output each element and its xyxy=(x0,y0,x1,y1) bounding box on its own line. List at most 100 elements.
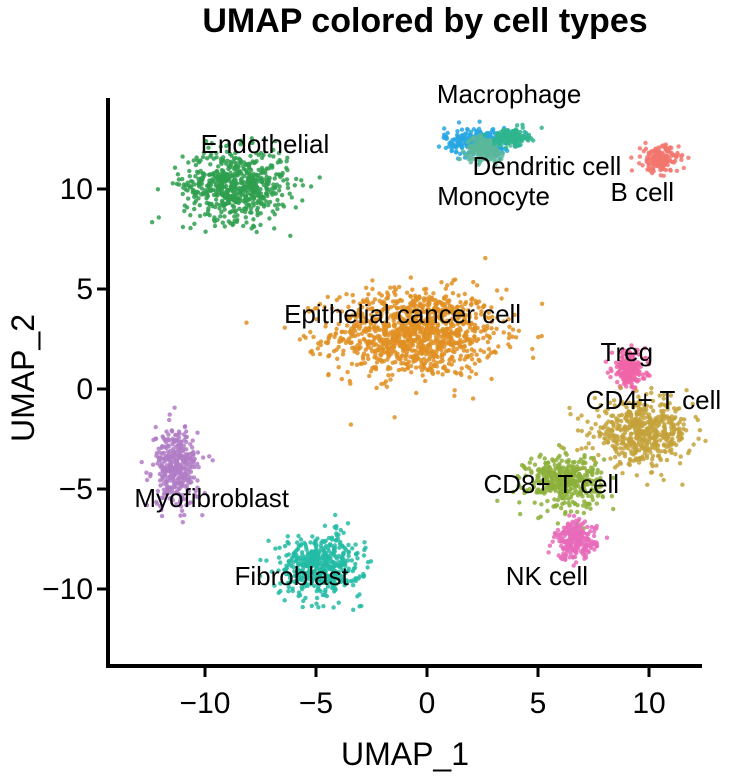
cell-point xyxy=(501,330,506,335)
cell-point xyxy=(644,159,650,164)
cell-point xyxy=(410,287,415,292)
cell-point xyxy=(373,365,378,371)
cell-point xyxy=(213,197,219,202)
cell-point xyxy=(409,363,414,369)
cell-point xyxy=(474,352,479,357)
cell-point xyxy=(415,308,420,313)
cell-point xyxy=(333,526,339,531)
cell-point xyxy=(275,206,280,212)
cell-point xyxy=(344,323,350,328)
cell-point xyxy=(326,354,331,359)
cell-point xyxy=(425,336,431,341)
cell-point xyxy=(645,154,650,160)
cell-point xyxy=(502,136,507,141)
cell-point xyxy=(182,208,187,214)
cell-point xyxy=(392,415,397,420)
cell-point xyxy=(661,477,666,483)
cell-point xyxy=(414,295,419,300)
cell-point xyxy=(255,213,260,218)
cell-point xyxy=(662,448,667,454)
cell-point xyxy=(513,335,519,340)
cell-point xyxy=(650,160,655,165)
cell-point xyxy=(175,458,180,463)
cell-point xyxy=(244,196,250,202)
cell-point xyxy=(339,376,344,382)
cell-point xyxy=(185,180,190,185)
cell-point xyxy=(431,358,436,363)
cell-point xyxy=(470,328,475,333)
cell-point xyxy=(190,465,195,470)
cell-point xyxy=(192,221,197,226)
cell-point xyxy=(400,346,405,351)
cell-point xyxy=(443,286,448,291)
cell-point xyxy=(489,376,494,382)
cell-point xyxy=(465,355,470,360)
cell-point xyxy=(410,338,415,343)
cluster-b-cell xyxy=(629,140,691,178)
cell-point xyxy=(279,192,285,198)
cell-point xyxy=(568,509,574,514)
cell-point xyxy=(431,354,437,359)
cell-point xyxy=(351,583,356,588)
cell-point xyxy=(350,568,355,574)
cell-point xyxy=(362,540,367,545)
cell-point xyxy=(200,455,206,460)
cell-point xyxy=(568,542,573,547)
cell-point xyxy=(543,461,548,466)
cell-point xyxy=(671,423,676,428)
cell-point xyxy=(408,322,413,327)
cell-point xyxy=(413,328,418,333)
cell-point xyxy=(640,429,646,434)
cell-point xyxy=(680,482,685,487)
cell-point xyxy=(449,322,454,327)
cell-point xyxy=(366,302,372,307)
cell-point xyxy=(219,183,225,188)
cell-point xyxy=(384,296,389,301)
cell-point xyxy=(379,293,384,298)
cell-point xyxy=(506,335,512,341)
cell-point xyxy=(178,513,183,518)
cell-point xyxy=(150,462,156,467)
cell-point xyxy=(153,424,158,430)
cell-point xyxy=(448,336,453,341)
cell-point xyxy=(633,450,638,455)
cell-point xyxy=(348,422,354,427)
cell-point xyxy=(460,149,466,154)
cell-point xyxy=(347,378,352,384)
cell-point xyxy=(627,425,632,431)
cell-point xyxy=(539,125,544,130)
cell-point xyxy=(454,149,459,154)
cell-point xyxy=(472,348,477,354)
cell-point xyxy=(314,306,320,311)
cell-point xyxy=(367,328,372,333)
cell-point xyxy=(361,299,366,305)
cell-point xyxy=(374,385,379,391)
cell-point xyxy=(188,213,193,218)
cell-point xyxy=(383,325,389,330)
cell-point xyxy=(451,345,456,350)
cell-point xyxy=(473,371,479,377)
cell-point xyxy=(620,371,626,376)
cell-point xyxy=(182,203,187,208)
cell-point xyxy=(559,539,564,544)
cell-point xyxy=(171,454,176,459)
cell-point xyxy=(244,320,249,325)
cell-point xyxy=(452,393,457,398)
cell-point xyxy=(376,344,381,349)
cell-point xyxy=(568,531,574,536)
cell-point xyxy=(447,331,453,337)
cell-point xyxy=(144,477,150,483)
cell-point xyxy=(413,348,419,354)
cell-point xyxy=(427,352,432,357)
cell-point xyxy=(648,168,653,173)
cell-point xyxy=(501,319,506,324)
cell-point xyxy=(377,316,383,321)
cell-point xyxy=(452,388,457,393)
cell-point xyxy=(351,607,356,612)
cell-point xyxy=(459,366,464,371)
cell-point xyxy=(282,543,288,549)
cell-point xyxy=(482,132,487,138)
cell-point xyxy=(457,325,462,331)
cell-point xyxy=(377,334,382,339)
cell-point xyxy=(588,506,593,511)
